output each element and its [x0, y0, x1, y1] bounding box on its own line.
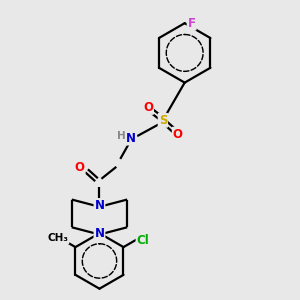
Text: N: N: [126, 132, 136, 145]
Text: S: S: [159, 114, 167, 127]
Text: N: N: [94, 199, 104, 212]
Text: O: O: [143, 101, 153, 114]
Text: F: F: [188, 17, 196, 30]
Text: O: O: [173, 128, 183, 141]
Text: N: N: [94, 227, 104, 240]
Text: CH₃: CH₃: [47, 233, 68, 243]
Text: Cl: Cl: [136, 234, 149, 247]
Text: H: H: [117, 131, 126, 141]
Text: O: O: [75, 161, 85, 174]
